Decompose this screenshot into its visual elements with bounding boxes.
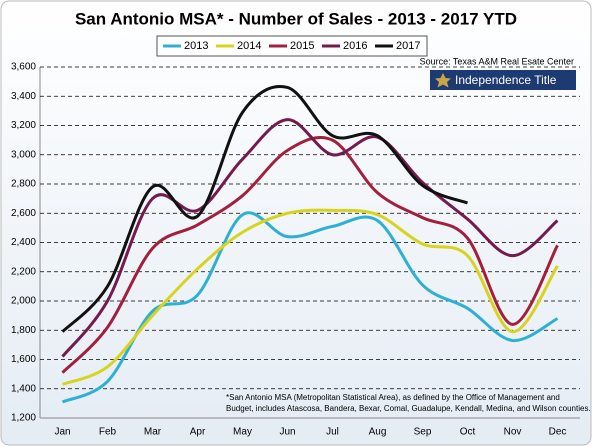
- y-tick-label: 2,600: [11, 208, 36, 219]
- y-tick-label: 3,000: [11, 149, 36, 160]
- y-tick-label: 1,600: [11, 354, 36, 365]
- y-tick-label: 2,200: [11, 266, 36, 277]
- x-tick-label: Sep: [414, 427, 432, 438]
- x-tick-label: May: [233, 427, 252, 438]
- legend-label: 2015: [290, 40, 314, 52]
- x-tick-label: Nov: [504, 427, 522, 438]
- x-tick-label: Apr: [190, 427, 206, 438]
- legend-label: 2017: [396, 40, 420, 52]
- series-line: [61, 118, 559, 358]
- x-tick-label: Aug: [369, 427, 387, 438]
- legend-box: [156, 35, 428, 57]
- x-tick-label: Jul: [326, 427, 339, 438]
- legend-label: 2016: [343, 40, 367, 52]
- y-tick-label: 1,200: [11, 413, 36, 424]
- series-line: [61, 135, 559, 374]
- y-tick-label: 1,400: [11, 383, 36, 394]
- y-tick-label: 3,600: [11, 62, 36, 73]
- logo-box: [430, 70, 576, 90]
- y-tick-label: 2,400: [11, 237, 36, 248]
- x-tick-label: Mar: [144, 427, 162, 438]
- logo-text: Independence Title: [455, 73, 557, 87]
- series-line: [61, 211, 559, 404]
- y-tick-label: 1,800: [11, 325, 36, 336]
- y-tick-label: 3,400: [11, 91, 36, 102]
- series-line: [61, 85, 469, 333]
- y-tick-label: 2,000: [11, 296, 36, 307]
- legend-label: 2013: [184, 40, 208, 52]
- legend-label: 2014: [237, 40, 261, 52]
- source: Source: Texas A&M Real Esate Center: [420, 56, 574, 66]
- y-tick-label: 2,800: [11, 179, 36, 190]
- logo-star: [435, 73, 451, 88]
- x-tick-label: Oct: [460, 427, 476, 438]
- footnote: Budget, includes Atascosa, Bandera, Bexa…: [226, 404, 591, 413]
- x-tick-label: Jan: [54, 427, 70, 438]
- chart-title: San Antonio MSA* - Number of Sales - 201…: [75, 9, 517, 28]
- x-tick-label: Jun: [279, 427, 295, 438]
- x-tick-label: Feb: [99, 427, 117, 438]
- y-tick-label: 3,200: [11, 120, 36, 131]
- x-tick-label: Dec: [549, 427, 567, 438]
- series-line: [61, 208, 559, 386]
- footnote: *San Antonio MSA (Metropolitan Statistic…: [226, 393, 560, 402]
